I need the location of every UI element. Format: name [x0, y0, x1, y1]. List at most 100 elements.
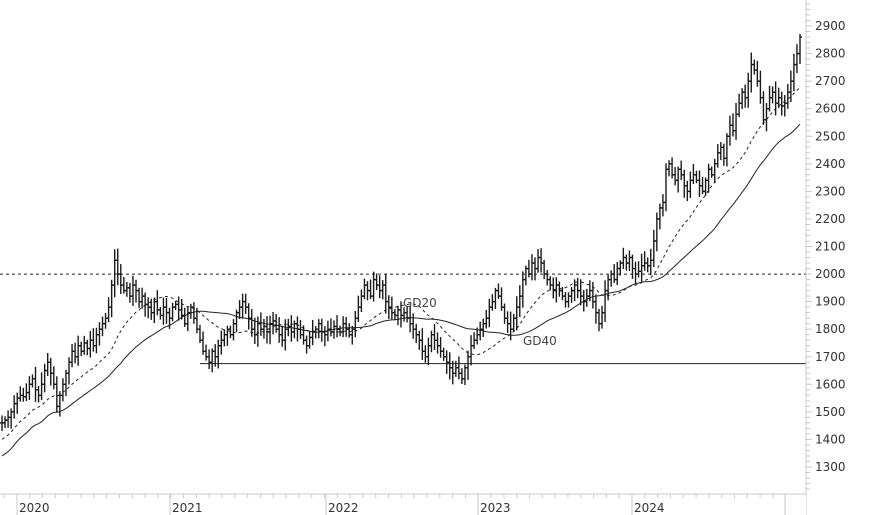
ohlc-bar	[438, 337, 443, 358]
ohlc-bar	[603, 280, 608, 323]
ohlc-bar	[697, 170, 702, 197]
ohlc-bar	[432, 323, 437, 351]
ohlc-bar	[18, 386, 23, 402]
ohlc-bar	[127, 283, 132, 303]
ohlc-bar	[39, 372, 44, 400]
ohlc-bar	[536, 249, 541, 273]
y-tick-label: 1700	[815, 350, 846, 364]
ohlc-bar	[246, 303, 251, 330]
ohlc-bar	[578, 279, 583, 306]
ohlc-bar	[353, 311, 358, 338]
ohlc-bar	[45, 353, 50, 376]
x-tick-label: 2020	[19, 501, 50, 515]
ohlc-bar	[21, 387, 26, 402]
ohlc-bar	[688, 171, 693, 198]
ohlc-bar	[660, 194, 665, 217]
ohlc-bar	[374, 273, 379, 291]
gd20-line	[1, 86, 801, 440]
ohlc-bar	[103, 312, 108, 329]
ohlc-bar	[347, 323, 352, 338]
ohlc-bar	[734, 102, 739, 140]
ohlc-bar	[118, 264, 123, 295]
ohlc-bar	[85, 339, 90, 356]
ohlc-bar	[188, 303, 193, 319]
ohlc-bar	[27, 376, 32, 401]
ohlc-bar	[344, 317, 349, 337]
ohlc-bar	[216, 339, 221, 369]
ohlc-bar	[609, 270, 614, 287]
ohlc-bar	[420, 328, 425, 360]
ohlc-bar	[752, 59, 757, 75]
ohlc-bar	[277, 317, 282, 343]
ohlc-bar	[392, 309, 397, 321]
ohlc-bar	[645, 257, 650, 273]
ohlc-bar	[794, 44, 799, 74]
ohlc-bar	[426, 337, 431, 365]
y-tick-label: 1900	[815, 295, 846, 309]
ohlc-bar	[542, 260, 547, 280]
ohlc-bar	[161, 297, 166, 325]
ohlc-bar	[563, 291, 568, 308]
ohlc-bar	[36, 385, 41, 403]
ohlc-bar	[526, 259, 531, 278]
ohlc-bar	[60, 378, 65, 402]
ohlc-bar	[450, 360, 455, 385]
ohlc-bar	[508, 311, 513, 341]
y-tick-label: 2500	[815, 129, 846, 143]
ohlc-bar	[185, 307, 190, 332]
ohlc-bar	[137, 287, 142, 308]
ohlc-bar	[712, 158, 717, 184]
ohlc-bar	[30, 374, 35, 388]
ohlc-bar	[6, 410, 11, 428]
ohlc-bar	[615, 261, 620, 286]
ohlc-bar	[730, 113, 735, 137]
ohlc-bar	[718, 142, 723, 161]
ohlc-bar	[715, 144, 720, 168]
annotations: GD20 GD40	[403, 296, 557, 348]
ohlc-bar	[706, 163, 711, 193]
ohlc-bar	[469, 335, 474, 366]
ohlc-bar	[791, 53, 796, 92]
ohlc-bar	[271, 312, 276, 335]
ohlc-bar	[767, 85, 772, 112]
ohlc-bar	[502, 303, 507, 324]
ohlc-bar	[755, 60, 760, 87]
ohlc-bar	[633, 261, 638, 284]
ohlc-bar	[721, 143, 726, 166]
y-tick-label: 2300	[815, 184, 846, 198]
ohlc-bar	[261, 318, 266, 339]
ohlc-bar	[176, 296, 181, 321]
ohlc-bar	[782, 95, 787, 117]
ohlc-bar	[545, 270, 550, 286]
ohlc-bar	[48, 357, 53, 386]
ohlc-bar	[335, 315, 340, 338]
y-tick-label: 2800	[815, 47, 846, 61]
y-tick-label: 1300	[815, 460, 846, 474]
ohlc-bar	[170, 302, 175, 322]
ohlc-bar	[529, 254, 534, 281]
ohlc-bar	[651, 229, 656, 268]
x-tick-label: 2023	[480, 501, 511, 515]
ohlc-bar	[673, 167, 678, 186]
ohlc-bar	[648, 248, 653, 276]
ohlc-bar	[636, 261, 641, 278]
ohlc-bar	[164, 298, 169, 324]
ohlc-bar	[94, 327, 99, 354]
ohlc-bar	[667, 160, 672, 177]
ohlc-bar	[371, 271, 376, 302]
ohlc-bar	[746, 72, 751, 108]
ohlc-bar	[307, 331, 312, 349]
ohlc-bar	[429, 330, 434, 353]
ohlc-bar	[423, 345, 428, 363]
ohlc-bar	[130, 275, 135, 306]
ohlc-bar	[124, 281, 129, 297]
ohlc-bar	[575, 277, 580, 299]
ohlc-bar	[758, 70, 763, 104]
ohlc-bar	[237, 300, 242, 320]
ohlc-bar	[487, 298, 492, 328]
y-tick-label: 1500	[815, 405, 846, 419]
ohlc-bar	[663, 163, 668, 212]
ohlc-bar	[743, 84, 748, 108]
ohlc-bar	[621, 247, 626, 269]
